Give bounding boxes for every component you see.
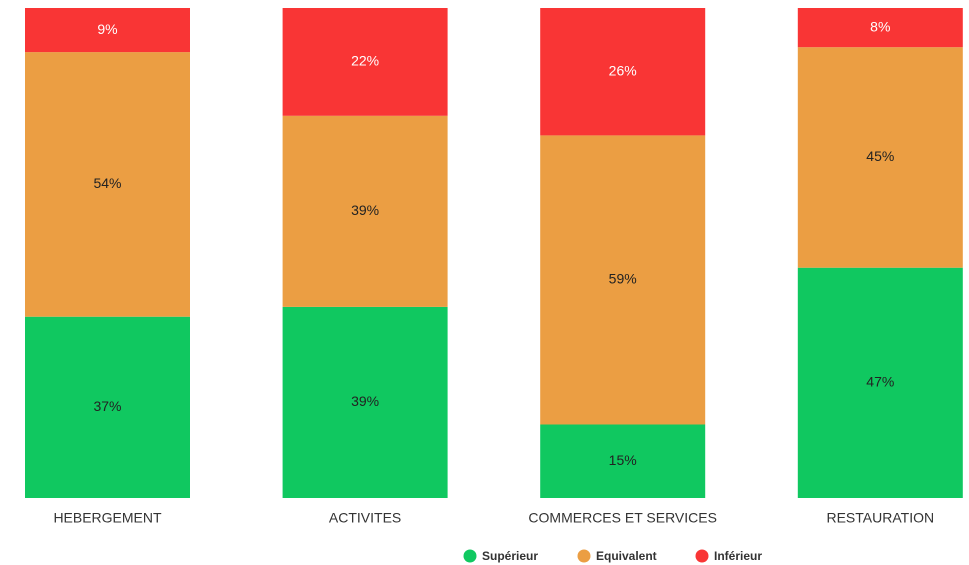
data-label: 54% xyxy=(93,175,121,191)
legend-label: Equivalent xyxy=(596,549,657,563)
bar-segment xyxy=(540,135,706,425)
x-tick-label: HEBERGEMENT xyxy=(53,510,162,526)
bar-segment xyxy=(25,8,190,53)
x-tick-label: COMMERCES ET SERVICES xyxy=(528,510,717,526)
legend-label: Inférieur xyxy=(714,549,762,563)
data-label: 45% xyxy=(866,148,894,164)
legend-label: Supérieur xyxy=(482,549,538,563)
data-label: 47% xyxy=(866,374,894,390)
data-label: 59% xyxy=(609,271,637,287)
bar-segment xyxy=(540,424,706,498)
x-tick-label: RESTAURATION xyxy=(826,510,934,526)
data-label: 39% xyxy=(351,393,379,409)
bar-segment xyxy=(25,52,190,317)
bar-segment xyxy=(282,306,448,498)
data-label: 39% xyxy=(351,202,379,218)
bar-segment xyxy=(282,115,448,307)
bar-segment xyxy=(25,316,190,498)
legend-marker xyxy=(577,549,591,563)
bar-segment xyxy=(797,8,963,48)
data-label: 37% xyxy=(93,398,121,414)
data-label: 26% xyxy=(609,62,637,78)
bar-segment xyxy=(540,8,706,136)
data-label: 22% xyxy=(351,53,379,69)
data-label: 8% xyxy=(870,18,890,34)
x-tick-label: ACTIVITES xyxy=(329,510,401,526)
data-label: 9% xyxy=(97,21,117,37)
data-label: 15% xyxy=(609,452,637,468)
bar-segment xyxy=(797,47,963,268)
bar-segment xyxy=(797,267,963,498)
bar-segment xyxy=(282,8,448,116)
legend-marker xyxy=(463,549,477,563)
legend-marker xyxy=(695,549,709,563)
